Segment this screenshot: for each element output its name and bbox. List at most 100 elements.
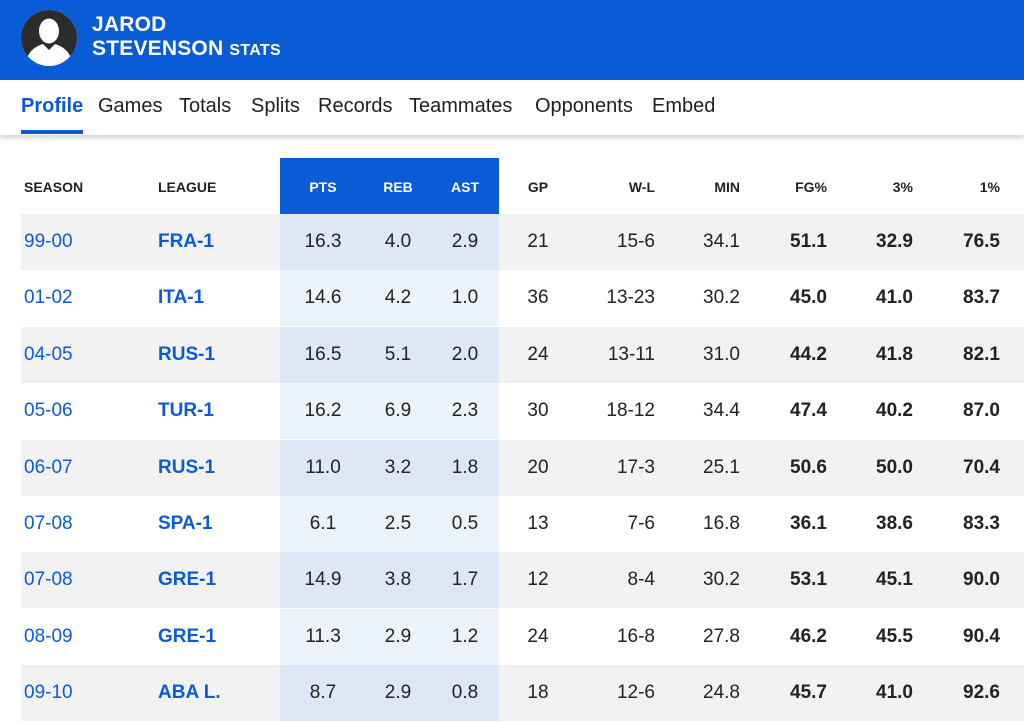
cell-ast: 1.8 (451, 456, 479, 478)
season-link[interactable]: 07-08 (24, 569, 73, 591)
cell-ft-pct: 82.1 (963, 343, 1000, 365)
cell-ast: 2.9 (451, 231, 479, 252)
cell-ast: 1.0 (451, 287, 479, 309)
league-link[interactable]: ITA-1 (158, 287, 205, 309)
season-link[interactable]: 04-05 (24, 343, 73, 365)
cell-fg-pct: 45.7 (790, 682, 827, 704)
season-link[interactable]: 07-08 (24, 513, 73, 534)
cell-w-l: 12-6 (616, 682, 655, 704)
column-header-gp[interactable]: GP (527, 179, 549, 195)
cell-reb: 4.0 (384, 231, 412, 252)
season-link[interactable]: 01-02 (24, 287, 73, 309)
highlight-cell-bg (280, 326, 499, 383)
column-header-season[interactable]: SEASON (24, 179, 84, 195)
highlight-cell-bg (280, 496, 499, 552)
cell-w-l: 16-8 (616, 625, 655, 647)
league-link[interactable]: GRE-1 (158, 625, 217, 647)
cell-gp: 24 (527, 343, 549, 365)
cell-gp: 12 (527, 569, 549, 591)
tab-games[interactable]: Games (98, 95, 163, 117)
cell-w-l: 13-11 (607, 343, 655, 365)
highlight-cell-bg (280, 214, 499, 270)
column-header-ft-pct[interactable]: 1% (979, 179, 1000, 195)
cell-pts: 16.2 (304, 400, 342, 422)
cell-gp: 30 (527, 400, 549, 422)
league-link[interactable]: ABA L. (158, 682, 221, 704)
cell-min: 34.4 (703, 400, 740, 422)
column-header-w-l[interactable]: W-L (628, 179, 655, 195)
tab-embed[interactable]: Embed (652, 95, 716, 117)
player-name: JAROD STEVENSON STATS (92, 13, 281, 63)
cell-three-pct: 41.8 (876, 343, 913, 365)
column-header-min[interactable]: MIN (714, 179, 740, 195)
season-link[interactable]: 08-09 (24, 625, 73, 647)
cell-gp: 18 (527, 682, 549, 704)
table-row: 07-08 SPA-1 6.1 2.5 0.5 13 7-6 16.8 36.1 38.6 83.3 (21, 496, 1024, 552)
column-header-league[interactable]: LEAGUE (158, 179, 217, 195)
league-link[interactable]: RUS-1 (158, 456, 216, 478)
cell-w-l: 15-6 (616, 231, 655, 252)
cell-fg-pct: 36.1 (790, 513, 827, 534)
season-link[interactable]: 06-07 (24, 456, 73, 478)
person-silhouette-icon (21, 10, 77, 66)
cell-gp: 20 (527, 456, 549, 478)
player-avatar (21, 10, 77, 66)
column-header-reb[interactable]: REB (383, 179, 413, 195)
table-row: 01-02 ITA-1 14.6 4.2 1.0 36 13-23 30.2 45.0 41.0 8… (21, 270, 1024, 327)
cell-ast: 0.8 (451, 682, 479, 704)
cell-three-pct: 41.0 (876, 287, 913, 309)
cell-gp: 24 (527, 625, 549, 647)
cell-reb: 6.9 (384, 400, 412, 422)
season-link[interactable]: 05-06 (24, 400, 73, 422)
column-header-pts[interactable]: PTS (309, 179, 337, 195)
cell-pts: 16.5 (304, 343, 342, 365)
cell-w-l: 18-12 (606, 400, 655, 422)
cell-ast: 2.3 (451, 400, 479, 422)
highlight-cell-bg (280, 383, 499, 440)
active-tab-indicator (21, 130, 83, 134)
cell-min: 16.8 (703, 513, 740, 534)
league-link[interactable]: RUS-1 (158, 343, 216, 365)
cell-gp: 13 (527, 513, 549, 534)
cell-reb: 3.8 (384, 569, 412, 591)
cell-fg-pct: 45.0 (790, 287, 827, 309)
table-row: 05-06 TUR-1 16.2 6.9 2.3 30 18-12 34.4 47.4 40.2 8… (21, 383, 1024, 440)
league-link[interactable]: TUR-1 (158, 400, 214, 422)
cell-min: 24.8 (703, 682, 740, 704)
player-last-name-line: STEVENSON STATS (92, 37, 281, 63)
column-header-fg-pct[interactable]: FG% (795, 179, 827, 195)
highlight-cell-bg (280, 608, 499, 665)
tab-splits[interactable]: Splits (251, 95, 300, 117)
table-row: 07-08 GRE-1 14.9 3.8 1.7 12 8-4 30.2 53.1 45.1 90.… (21, 552, 1024, 609)
cell-ast: 1.7 (451, 569, 479, 591)
cell-three-pct: 41.0 (876, 682, 913, 704)
tab-teammates[interactable]: Teammates (409, 95, 513, 117)
column-header-three-pct[interactable]: 3% (892, 179, 913, 195)
tab-opponents[interactable]: Opponents (535, 95, 633, 117)
cell-reb: 2.9 (384, 625, 412, 647)
tab-records[interactable]: Records (318, 95, 393, 117)
column-header-ast[interactable]: AST (451, 179, 479, 195)
cell-three-pct: 40.2 (876, 400, 913, 422)
cell-pts: 14.9 (304, 569, 342, 591)
cell-ast: 0.5 (451, 513, 479, 534)
cell-ast: 2.0 (451, 343, 479, 365)
highlight-cell-bg (280, 270, 499, 327)
cell-fg-pct: 47.4 (790, 400, 827, 422)
cell-reb: 4.2 (384, 287, 412, 309)
league-link[interactable]: FRA-1 (158, 231, 214, 252)
cell-fg-pct: 51.1 (790, 231, 827, 252)
cell-gp: 21 (527, 231, 549, 252)
league-link[interactable]: SPA-1 (158, 513, 213, 534)
season-link[interactable]: 99-00 (24, 231, 73, 252)
cell-fg-pct: 46.2 (790, 625, 827, 647)
highlight-cell-bg (280, 552, 499, 609)
tab-profile[interactable]: Profile (21, 95, 84, 117)
cell-pts: 6.1 (309, 513, 337, 534)
season-link[interactable]: 09-10 (24, 682, 73, 704)
tab-totals[interactable]: Totals (179, 95, 232, 117)
cell-fg-pct: 53.1 (790, 569, 827, 591)
highlight-cell-bg (280, 665, 499, 722)
league-link[interactable]: GRE-1 (158, 569, 217, 591)
cell-w-l: 17-3 (616, 456, 655, 478)
